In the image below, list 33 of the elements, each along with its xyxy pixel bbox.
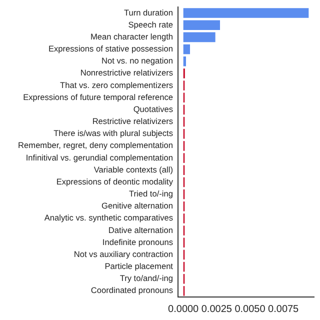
x-tick-label: 0.0025 xyxy=(201,304,232,315)
y-tick-label: Not vs. no negation xyxy=(102,56,174,66)
bar xyxy=(183,32,216,42)
bar xyxy=(183,8,309,18)
y-tick-label: Analytic vs. synthetic comparatives xyxy=(44,212,173,223)
y-tick-label: Expressions of stative possession xyxy=(48,44,174,54)
x-tick-label: 0.0000 xyxy=(168,304,200,315)
y-tick-label: Expressions of deontic modality xyxy=(56,176,174,186)
bar xyxy=(183,44,190,54)
bar xyxy=(183,56,186,66)
y-tick-label: Turn duration xyxy=(124,7,174,18)
x-tick-label: 0.0075 xyxy=(268,304,300,315)
y-tick-label: That vs. zero complementizers xyxy=(60,80,173,90)
y-tick-label: There is/was with plural subjects xyxy=(54,128,173,138)
y-tick-label: Mean character length xyxy=(90,31,174,42)
y-tick-label: Variable contexts (all) xyxy=(94,164,174,174)
y-tick-label: Not vs auxiliary contraction xyxy=(74,248,174,259)
y-tick-label: Tried to/-ing xyxy=(129,188,174,199)
y-tick-label: Dative alternation xyxy=(108,224,174,235)
bar xyxy=(183,20,220,30)
y-tick-label: Remember, regret, deny complementation xyxy=(18,140,174,150)
y-tick-label: Speech rate xyxy=(128,19,174,30)
y-tick-label: Genitive alternation xyxy=(102,200,174,211)
y-tick-label: Coordinated pronouns xyxy=(90,285,173,296)
y-tick-label: Indefinite pronouns xyxy=(102,236,173,247)
y-tick-label: Expressions of future temporal reference xyxy=(23,92,174,102)
y-tick-label: Try to/and/-ing xyxy=(120,273,174,284)
y-tick-label: Particle placement xyxy=(104,261,174,272)
y-tick-label: Restrictive relativizers xyxy=(92,116,173,126)
y-tick-label: Infinitival vs. gerundial complementation xyxy=(26,152,174,162)
x-tick-label: 0.0050 xyxy=(234,304,266,315)
y-tick-label: Quotatives xyxy=(133,104,173,114)
y-tick-label: Nonrestrictive relativizers xyxy=(80,68,173,78)
